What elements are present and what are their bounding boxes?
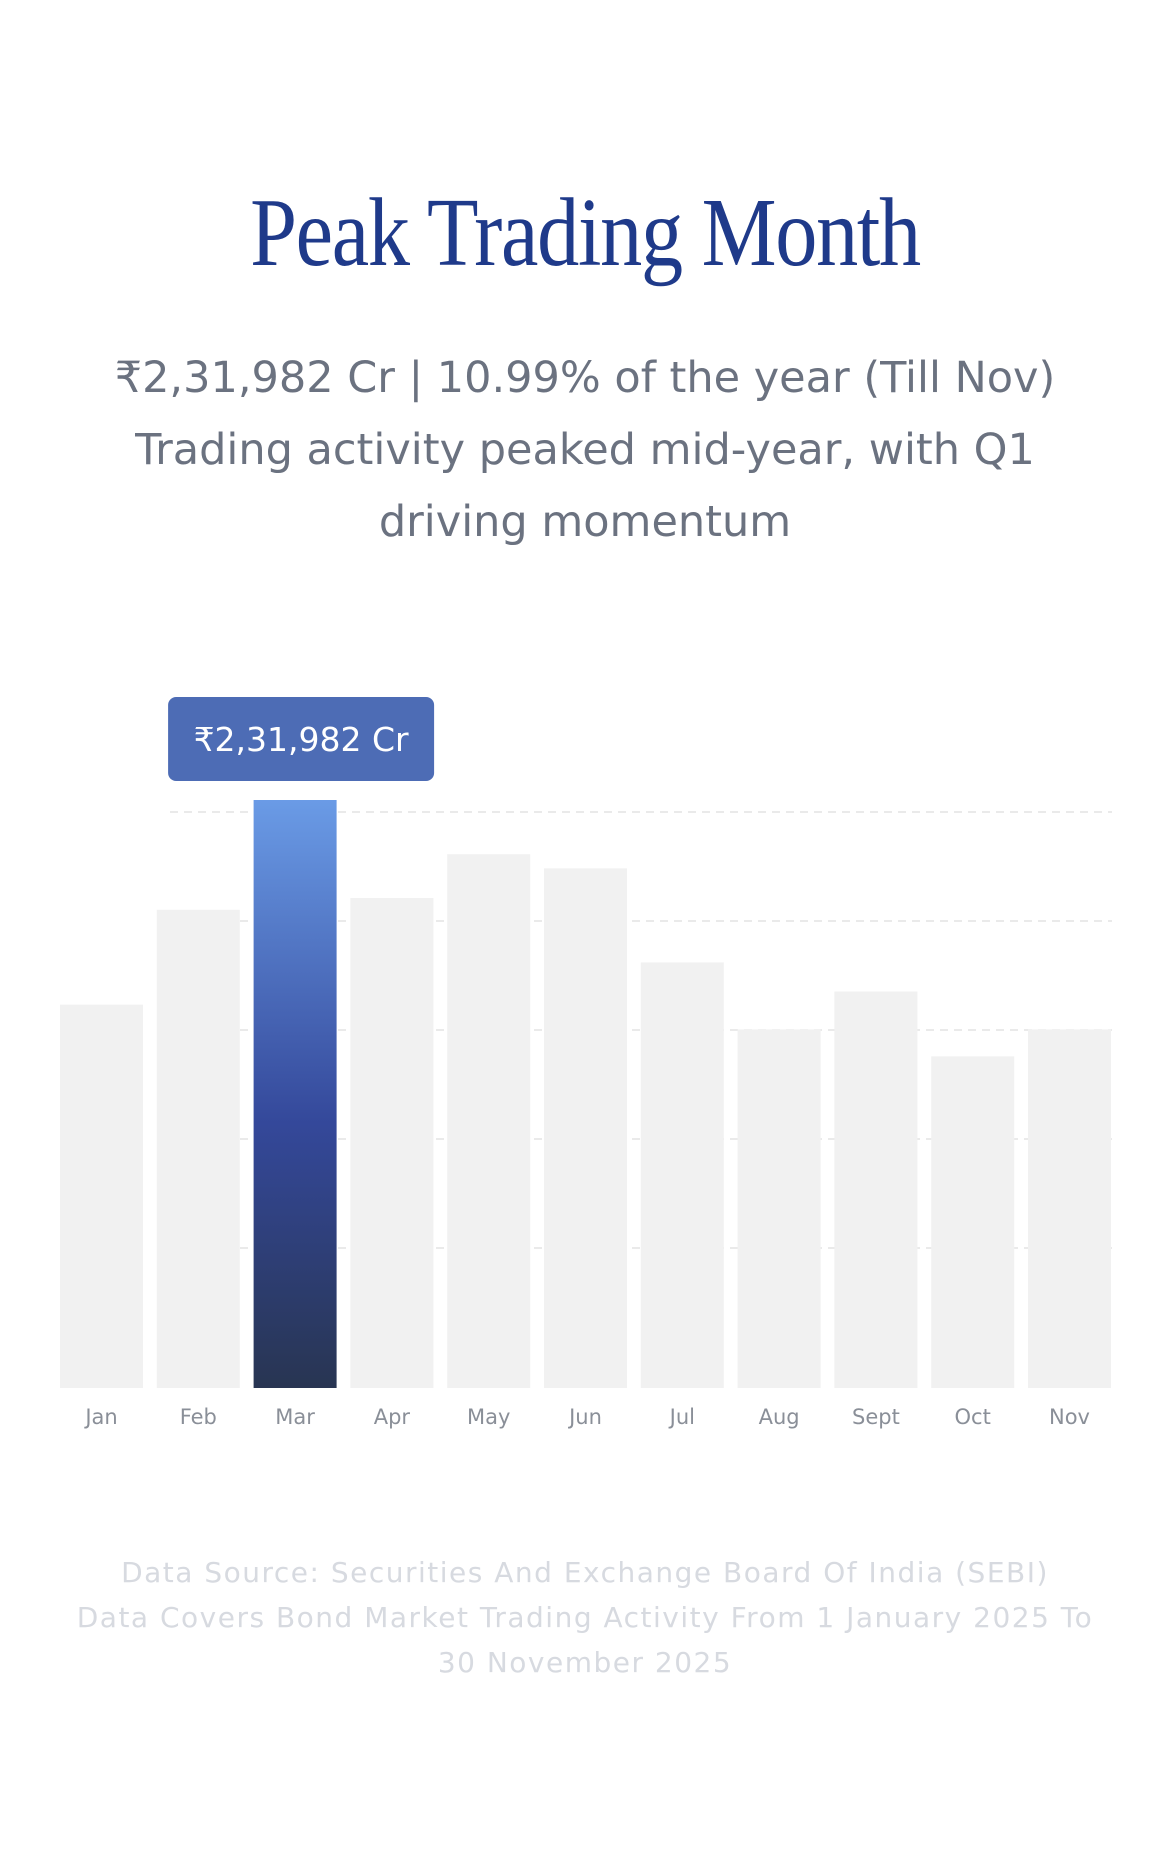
- bar-oct[interactable]: [931, 1056, 1015, 1388]
- data-source-footer: Data Source: Securities And Exchange Boa…: [40, 1550, 1130, 1685]
- footer-line-3: 30 November 2025: [437, 1646, 733, 1679]
- bar-may[interactable]: [447, 854, 531, 1388]
- bar-nov[interactable]: [1028, 1029, 1111, 1388]
- subtitle-line-2: Trading activity peaked mid-year, with Q…: [135, 425, 1035, 475]
- x-tick-label: Jul: [668, 1405, 695, 1429]
- x-tick-labels: Jan Feb Mar Apr May Jun Jul Aug Sept Oct Nov: [83, 1405, 1090, 1429]
- tooltip-box: [168, 697, 435, 781]
- bar-apr[interactable]: [350, 897, 434, 1388]
- bar-aug[interactable]: [737, 1029, 821, 1388]
- bar-feb[interactable]: [156, 909, 240, 1388]
- x-tick-label: Nov: [1049, 1405, 1090, 1429]
- page-title: Peak Trading Month: [250, 179, 921, 287]
- x-tick-label: Sept: [852, 1405, 900, 1429]
- x-tick-label: Feb: [180, 1405, 217, 1429]
- x-tick-label: Apr: [374, 1405, 411, 1429]
- x-tick-label: Aug: [759, 1405, 800, 1429]
- subtitle-line-1: ₹2,31,982 Cr | 10.99% of the year (Till …: [114, 353, 1056, 403]
- x-tick-label: Oct: [955, 1405, 991, 1429]
- bar-jul[interactable]: [640, 962, 724, 1388]
- footer-line-1: Data Source: Securities And Exchange Boa…: [121, 1556, 1049, 1589]
- footer-line-2: Data Covers Bond Market Trading Activity…: [76, 1601, 1094, 1634]
- bar-sept[interactable]: [834, 991, 918, 1388]
- bar-mar[interactable]: [253, 800, 337, 1388]
- subtitle: ₹2,31,982 Cr | 10.99% of the year (Till …: [60, 342, 1110, 558]
- bar-chart: Jan Feb Mar Apr May Jun Jul Aug Sept Oct Nov ₹2,31…: [60, 697, 1112, 1429]
- x-tick-label: Mar: [275, 1405, 315, 1429]
- bars: [60, 800, 1111, 1388]
- subtitle-line-3: driving momentum: [378, 497, 792, 547]
- tooltip-value-label: ₹2,31,982 Cr: [194, 720, 409, 759]
- x-tick-label: Jan: [83, 1405, 117, 1429]
- x-tick-label: Jun: [567, 1405, 602, 1429]
- x-tick-label: May: [467, 1405, 510, 1429]
- bar-jan[interactable]: [60, 1004, 143, 1388]
- highlight-tooltip: ₹2,31,982 Cr: [168, 697, 435, 781]
- bar-jun[interactable]: [544, 868, 627, 1388]
